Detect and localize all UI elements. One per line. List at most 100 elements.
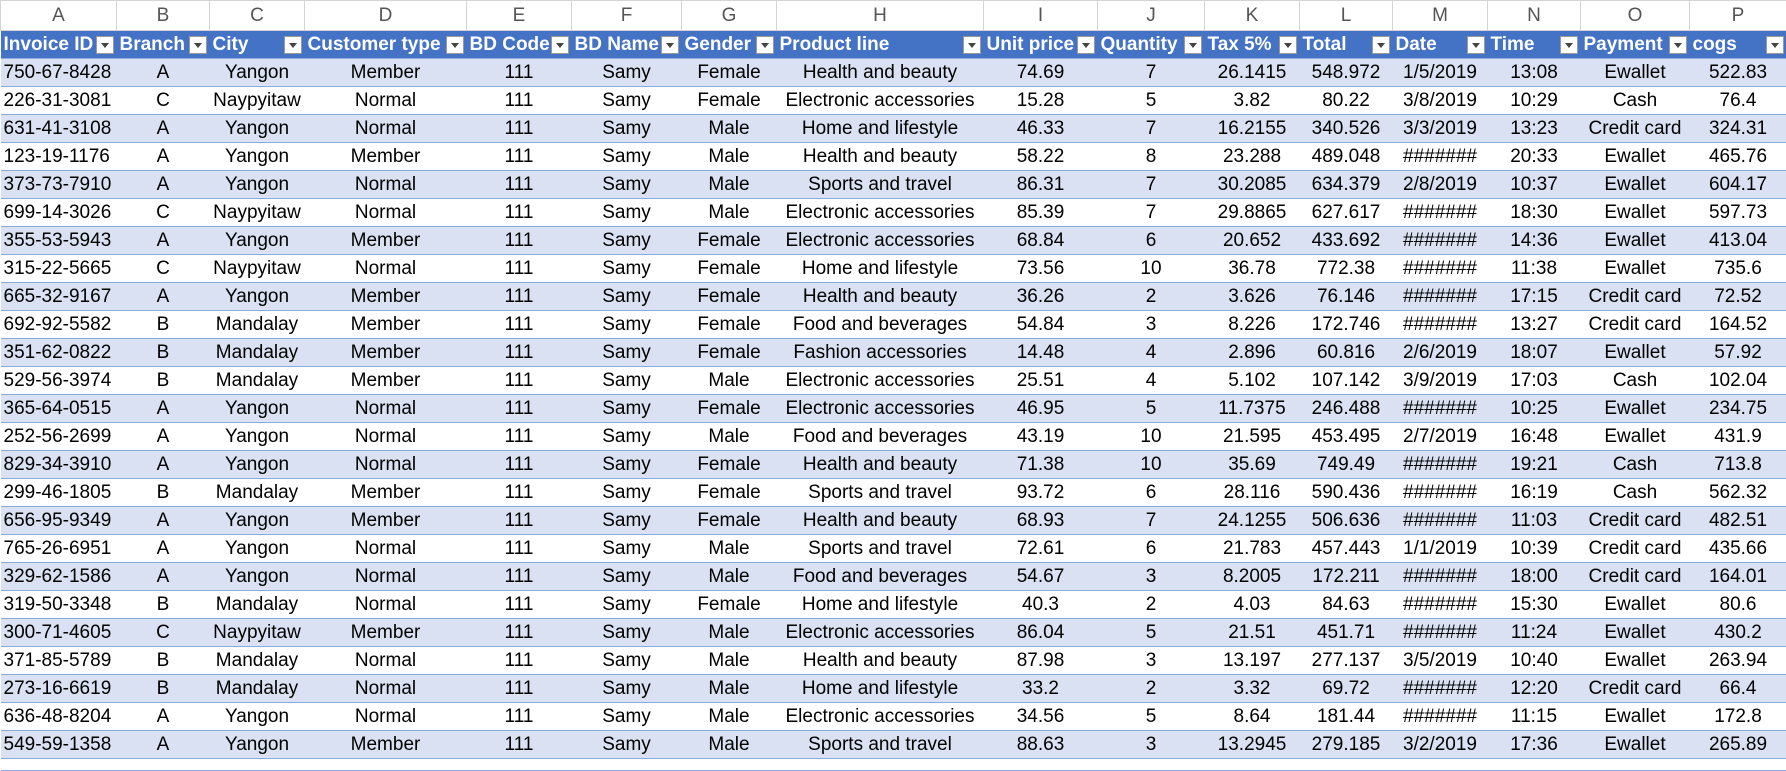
cell: Ewallet — [1581, 703, 1690, 731]
column-letter: K — [1205, 1, 1300, 31]
cell: 18:07 — [1488, 339, 1581, 367]
cell: Ewallet — [1581, 395, 1690, 423]
cell: ####### — [1393, 675, 1488, 703]
cell: Naypyitaw — [210, 255, 305, 283]
cell: 430.2 — [1690, 619, 1786, 647]
cell: 16:19 — [1488, 479, 1581, 507]
cell: Normal — [305, 199, 467, 227]
cell: Mandalay — [210, 675, 305, 703]
cell: A — [117, 703, 210, 731]
cell: C — [117, 619, 210, 647]
cell: Sports and travel — [777, 535, 984, 563]
cell: 3 — [1098, 311, 1205, 339]
cell: Yangon — [210, 423, 305, 451]
filter-button[interactable] — [284, 36, 302, 54]
cell: 772.38 — [1300, 255, 1393, 283]
cell: Sports and travel — [777, 479, 984, 507]
cell: Samy — [572, 339, 682, 367]
cell: Yangon — [210, 451, 305, 479]
cell: 111 — [467, 171, 572, 199]
cell: A — [117, 227, 210, 255]
cell: 3/5/2019 — [1393, 647, 1488, 675]
cell: Mandalay — [210, 339, 305, 367]
cell: Normal — [305, 255, 467, 283]
header-label: Branch — [120, 34, 185, 55]
cell: Male — [682, 619, 777, 647]
filter-button[interactable] — [661, 36, 679, 54]
filter-button[interactable] — [1467, 36, 1485, 54]
filter-button[interactable] — [1669, 36, 1687, 54]
cell: 351-62-0822 — [1, 339, 117, 367]
empty-cell — [682, 759, 777, 771]
cell: 111 — [467, 423, 572, 451]
cell: 28.116 — [1205, 479, 1300, 507]
header-label: Payment — [1584, 34, 1663, 55]
cell: 522.83 — [1690, 59, 1786, 87]
filter-button[interactable] — [189, 36, 207, 54]
cell: Normal — [305, 563, 467, 591]
cell: 451.71 — [1300, 619, 1393, 647]
cell: 172.211 — [1300, 563, 1393, 591]
cell: Member — [305, 227, 467, 255]
filter-button[interactable] — [756, 36, 774, 54]
cell: Ewallet — [1581, 143, 1690, 171]
column-letter: N — [1488, 1, 1581, 31]
filter-button[interactable] — [1077, 36, 1095, 54]
header-cell: Date — [1393, 31, 1488, 59]
cell: 489.048 — [1300, 143, 1393, 171]
cell: Normal — [305, 647, 467, 675]
filter-button[interactable] — [1279, 36, 1297, 54]
filter-button[interactable] — [96, 36, 114, 54]
cell: 72.52 — [1690, 283, 1786, 311]
filter-button[interactable] — [551, 36, 569, 54]
cell: 13.197 — [1205, 647, 1300, 675]
cell: 111 — [467, 367, 572, 395]
cell: Member — [305, 619, 467, 647]
cell: 25.51 — [984, 367, 1098, 395]
filter-button[interactable] — [1372, 36, 1390, 54]
cell: 3/3/2019 — [1393, 115, 1488, 143]
cell: 111 — [467, 255, 572, 283]
cell: ####### — [1393, 227, 1488, 255]
header-cell: BD Code — [467, 31, 572, 59]
cell: ####### — [1393, 479, 1488, 507]
filter-button[interactable] — [446, 36, 464, 54]
cell: Samy — [572, 227, 682, 255]
header-cell: Customer type — [305, 31, 467, 59]
cell: 68.93 — [984, 507, 1098, 535]
cell: Samy — [572, 591, 682, 619]
filter-button[interactable] — [963, 36, 981, 54]
cell: Fashion accessories — [777, 339, 984, 367]
cell: Male — [682, 367, 777, 395]
cell: 16.2155 — [1205, 115, 1300, 143]
filter-button[interactable] — [1184, 36, 1202, 54]
cell: Male — [682, 199, 777, 227]
cell: 355-53-5943 — [1, 227, 117, 255]
cell: 6 — [1098, 535, 1205, 563]
cell: Female — [682, 227, 777, 255]
cell: 1/5/2019 — [1393, 59, 1488, 87]
cell: 2 — [1098, 283, 1205, 311]
column-letter: O — [1581, 1, 1690, 31]
empty-cell — [1581, 759, 1690, 771]
cell: 26.1415 — [1205, 59, 1300, 87]
cell: Cash — [1581, 479, 1690, 507]
cell: 10:29 — [1488, 87, 1581, 115]
cell: 435.66 — [1690, 535, 1786, 563]
cell: Ewallet — [1581, 619, 1690, 647]
filter-button[interactable] — [1766, 36, 1784, 54]
header-cell: Payment — [1581, 31, 1690, 59]
cell: 13:27 — [1488, 311, 1581, 339]
cell: Electronic accessories — [777, 199, 984, 227]
cell: 7 — [1098, 507, 1205, 535]
empty-cell — [467, 759, 572, 771]
cell: Credit card — [1581, 675, 1690, 703]
cell: Ewallet — [1581, 423, 1690, 451]
filter-button[interactable] — [1560, 36, 1578, 54]
empty-cell — [1690, 759, 1786, 771]
